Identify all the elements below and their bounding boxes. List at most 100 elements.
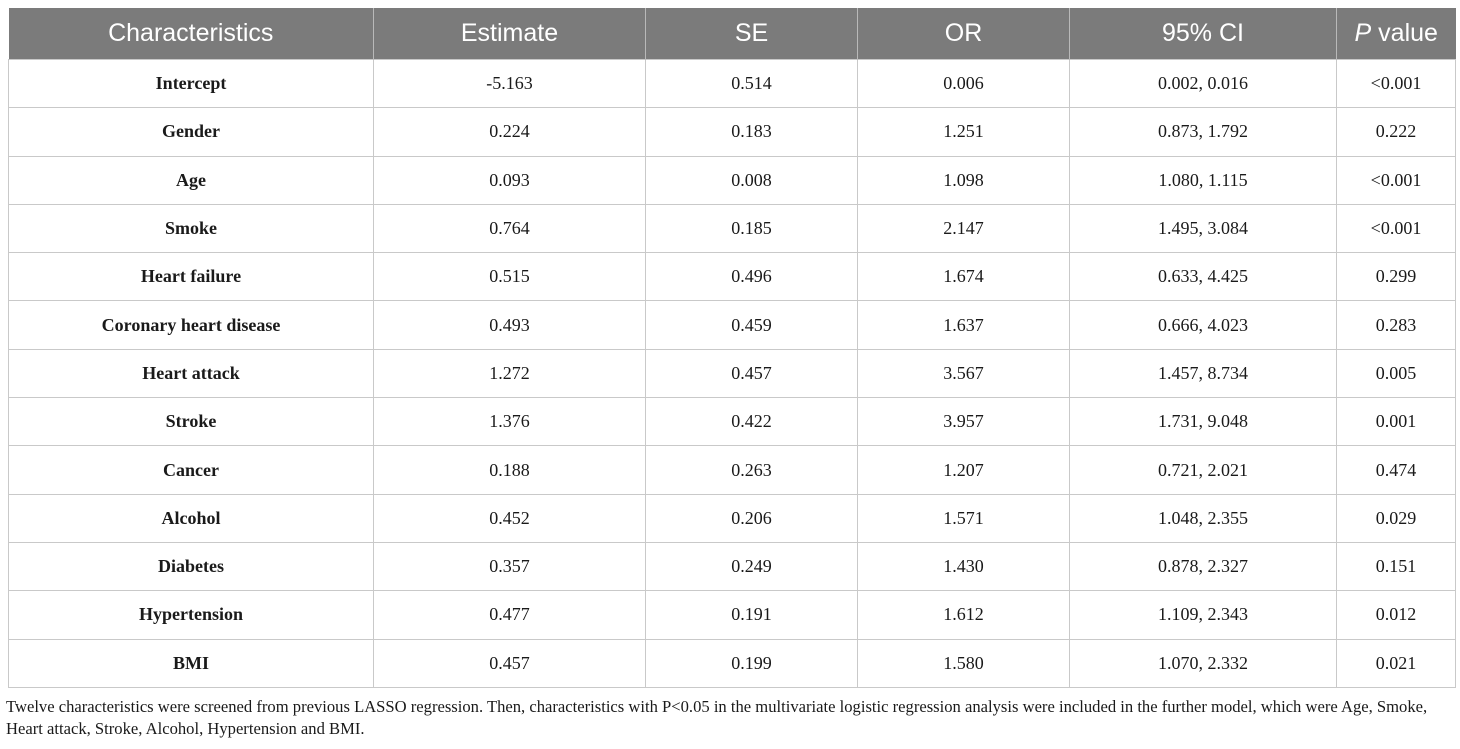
header-estimate: Estimate — [373, 8, 646, 60]
row-se: 0.199 — [645, 638, 858, 688]
table-row: Coronary heart disease 0.493 0.459 1.637… — [8, 300, 1456, 350]
row-ci: 1.731, 9.048 — [1069, 397, 1337, 447]
row-estimate: 0.457 — [373, 638, 646, 688]
row-characteristic: Hypertension — [8, 590, 374, 640]
row-se: 0.185 — [645, 203, 858, 254]
row-estimate: 0.452 — [373, 493, 646, 543]
row-characteristic: Age — [8, 155, 374, 205]
header-or: OR — [857, 8, 1070, 60]
row-estimate: 0.188 — [373, 445, 646, 495]
row-se: 0.249 — [645, 541, 858, 592]
table-row: Gender 0.224 0.183 1.251 0.873, 1.792 0.… — [8, 107, 1456, 157]
row-estimate: 0.515 — [373, 252, 646, 302]
row-or: 1.251 — [857, 107, 1070, 157]
row-or: 1.580 — [857, 638, 1070, 688]
row-ci: 0.633, 4.425 — [1069, 252, 1337, 302]
row-se: 0.206 — [645, 493, 858, 543]
row-ci: 0.666, 4.023 — [1069, 300, 1337, 350]
row-ci: 1.457, 8.734 — [1069, 348, 1337, 399]
table-row: Cancer 0.188 0.263 1.207 0.721, 2.021 0.… — [8, 445, 1456, 495]
row-se: 0.191 — [645, 590, 858, 640]
row-or: 1.098 — [857, 155, 1070, 205]
row-characteristic: Heart attack — [8, 348, 374, 399]
row-ci: 1.070, 2.332 — [1069, 638, 1337, 688]
row-ci: 0.721, 2.021 — [1069, 445, 1337, 495]
row-p-value: 0.283 — [1336, 300, 1456, 350]
row-characteristic: Heart failure — [8, 252, 374, 302]
row-characteristic: Coronary heart disease — [8, 300, 374, 350]
row-ci: 0.873, 1.792 — [1069, 107, 1337, 157]
row-or: 3.957 — [857, 397, 1070, 447]
header-ci: 95% CI — [1069, 8, 1337, 60]
row-se: 0.008 — [645, 155, 858, 205]
row-characteristic: Stroke — [8, 397, 374, 447]
row-estimate: 1.376 — [373, 397, 646, 447]
row-se: 0.422 — [645, 397, 858, 447]
table-row: Stroke 1.376 0.422 3.957 1.731, 9.048 0.… — [8, 397, 1456, 447]
row-p-value: <0.001 — [1336, 155, 1456, 205]
row-p-value: 0.299 — [1336, 252, 1456, 302]
row-p-value: 0.001 — [1336, 397, 1456, 447]
row-estimate: 0.093 — [373, 155, 646, 205]
table-row: Age 0.093 0.008 1.098 1.080, 1.115 <0.00… — [8, 155, 1456, 205]
row-characteristic: Diabetes — [8, 541, 374, 592]
table-row: Intercept -5.163 0.514 0.006 0.002, 0.01… — [8, 58, 1456, 109]
header-se: SE — [645, 8, 858, 60]
row-characteristic: Gender — [8, 107, 374, 157]
header-row: Characteristics Estimate SE OR 95% CI P … — [8, 8, 1456, 60]
row-characteristic: Alcohol — [8, 493, 374, 543]
row-p-value: 0.474 — [1336, 445, 1456, 495]
row-estimate: 0.224 — [373, 107, 646, 157]
row-or: 1.571 — [857, 493, 1070, 543]
table-row: Heart attack 1.272 0.457 3.567 1.457, 8.… — [8, 348, 1456, 399]
header-p-rest: value — [1371, 19, 1438, 47]
row-ci: 0.002, 0.016 — [1069, 58, 1337, 109]
row-p-value: <0.001 — [1336, 203, 1456, 254]
row-estimate: 0.357 — [373, 541, 646, 592]
row-estimate: 1.272 — [373, 348, 646, 399]
table-row: Hypertension 0.477 0.191 1.612 1.109, 2.… — [8, 590, 1456, 640]
row-p-value: 0.005 — [1336, 348, 1456, 399]
row-ci: 1.048, 2.355 — [1069, 493, 1337, 543]
row-estimate: 0.764 — [373, 203, 646, 254]
row-se: 0.459 — [645, 300, 858, 350]
row-characteristic: BMI — [8, 638, 374, 688]
row-or: 0.006 — [857, 58, 1070, 109]
row-p-value: 0.151 — [1336, 541, 1456, 592]
header-p-italic: P — [1354, 19, 1372, 47]
row-or: 2.147 — [857, 203, 1070, 254]
table-row: Smoke 0.764 0.185 2.147 1.495, 3.084 <0.… — [8, 203, 1456, 254]
header-characteristics: Characteristics — [8, 8, 374, 60]
row-or: 1.612 — [857, 590, 1070, 640]
row-or: 1.430 — [857, 541, 1070, 592]
row-se: 0.514 — [645, 58, 858, 109]
table-row: Heart failure 0.515 0.496 1.674 0.633, 4… — [8, 252, 1456, 302]
row-p-value: 0.029 — [1336, 493, 1456, 543]
row-estimate: 0.477 — [373, 590, 646, 640]
row-ci: 1.495, 3.084 — [1069, 203, 1337, 254]
regression-table-container: Characteristics Estimate SE OR 95% CI P … — [8, 8, 1456, 688]
table-row: Diabetes 0.357 0.249 1.430 0.878, 2.327 … — [8, 541, 1456, 592]
row-p-value: 0.222 — [1336, 107, 1456, 157]
row-or: 3.567 — [857, 348, 1070, 399]
row-ci: 1.109, 2.343 — [1069, 590, 1337, 640]
row-se: 0.457 — [645, 348, 858, 399]
row-p-value: 0.021 — [1336, 638, 1456, 688]
row-se: 0.263 — [645, 445, 858, 495]
table-footnote: Twelve characteristics were screened fro… — [6, 697, 1428, 738]
row-characteristic: Smoke — [8, 203, 374, 254]
row-ci: 1.080, 1.115 — [1069, 155, 1337, 205]
table-row: BMI 0.457 0.199 1.580 1.070, 2.332 0.021 — [8, 638, 1456, 688]
row-se: 0.183 — [645, 107, 858, 157]
row-characteristic: Intercept — [8, 58, 374, 109]
row-estimate: -5.163 — [373, 58, 646, 109]
regression-table: Characteristics Estimate SE OR 95% CI P … — [8, 8, 1456, 688]
row-p-value: <0.001 — [1336, 58, 1456, 109]
row-estimate: 0.493 — [373, 300, 646, 350]
row-characteristic: Cancer — [8, 445, 374, 495]
row-p-value: 0.012 — [1336, 590, 1456, 640]
row-or: 1.637 — [857, 300, 1070, 350]
header-p-value: P value — [1336, 8, 1456, 60]
row-or: 1.674 — [857, 252, 1070, 302]
row-or: 1.207 — [857, 445, 1070, 495]
